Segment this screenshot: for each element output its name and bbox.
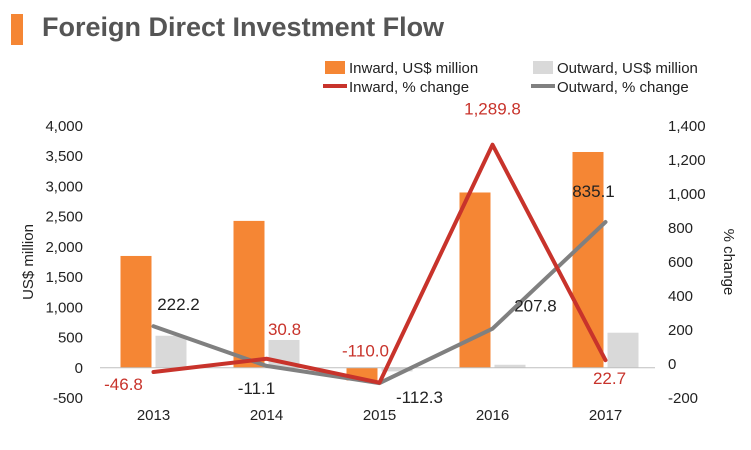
y-left-tick-label: 3,500 <box>45 148 83 165</box>
legend-label-outward-bar: Outward, US$ million <box>557 60 698 77</box>
outward-bar <box>381 367 413 372</box>
outward-bar <box>155 335 187 368</box>
outward-bar <box>607 332 639 368</box>
y-right-tick-label: 600 <box>668 254 693 271</box>
outward-pct-data-label: -11.1 <box>238 379 276 398</box>
y-right-tick-label: 1,000 <box>668 186 706 203</box>
x-tick-label: 2015 <box>363 407 396 424</box>
x-tick-label: 2013 <box>137 407 170 424</box>
y-left-tick-label: 1,500 <box>45 269 83 286</box>
y-left-tick-label: 0 <box>75 360 83 377</box>
y-right-axis-title: % change <box>720 229 737 296</box>
y-right-tick-label: 800 <box>668 220 693 237</box>
outward-pct-data-label: 835.1 <box>572 182 615 201</box>
inward-pct-data-label: 30.8 <box>268 320 301 339</box>
y-left-axis-title: US$ million <box>20 224 37 300</box>
y-right-tick-label: 0 <box>668 356 676 373</box>
y-left-tick-label: 3,000 <box>45 178 83 195</box>
y-right-tick-label: -200 <box>668 390 698 407</box>
y-right-tick-label: 400 <box>668 288 693 305</box>
y-right-tick-label: 200 <box>668 322 693 339</box>
y-left-tick-label: -500 <box>53 390 83 407</box>
inward-pct-data-label: -110.0 <box>342 342 389 361</box>
x-tick-label: 2016 <box>476 407 509 424</box>
outward-pct-data-label: -112.3 <box>396 388 443 407</box>
inward-pct-data-label: -46.8 <box>104 375 143 394</box>
y-left-tick-label: 4,000 <box>45 118 83 135</box>
y-left-tick-label: 2,500 <box>45 209 83 226</box>
chart-title: Foreign Direct Investment Flow <box>42 12 445 42</box>
legend-swatch-outward-bar <box>533 61 553 74</box>
inward-pct-data-label: 22.7 <box>593 369 626 388</box>
inward-pct-line <box>151 142 608 385</box>
inward-pct-data-label: 1,289.8 <box>464 100 521 119</box>
outward-pct-data-label: 207.8 <box>514 297 557 316</box>
x-tick-label: 2014 <box>250 407 283 424</box>
title-accent-bar <box>11 14 23 45</box>
inward-bar <box>120 255 152 368</box>
inward-bar <box>233 220 265 368</box>
outward-bar <box>494 364 526 368</box>
legend-label-inward-line: Inward, % change <box>349 79 469 96</box>
y-left-tick-label: 1,000 <box>45 299 83 316</box>
y-right-tick-label: 1,200 <box>668 152 706 169</box>
inward-bar <box>572 151 604 368</box>
legend-label-outward-line: Outward, % change <box>557 79 689 96</box>
y-left-tick-label: 2,000 <box>45 239 83 256</box>
legend-label-inward-bar: Inward, US$ million <box>349 60 478 77</box>
x-tick-label: 2017 <box>589 407 622 424</box>
legend-swatch-inward-bar <box>325 61 345 74</box>
y-left-tick-label: 500 <box>58 330 83 347</box>
outward-pct-data-label: 222.2 <box>157 295 200 314</box>
y-right-tick-label: 1,400 <box>668 118 706 135</box>
